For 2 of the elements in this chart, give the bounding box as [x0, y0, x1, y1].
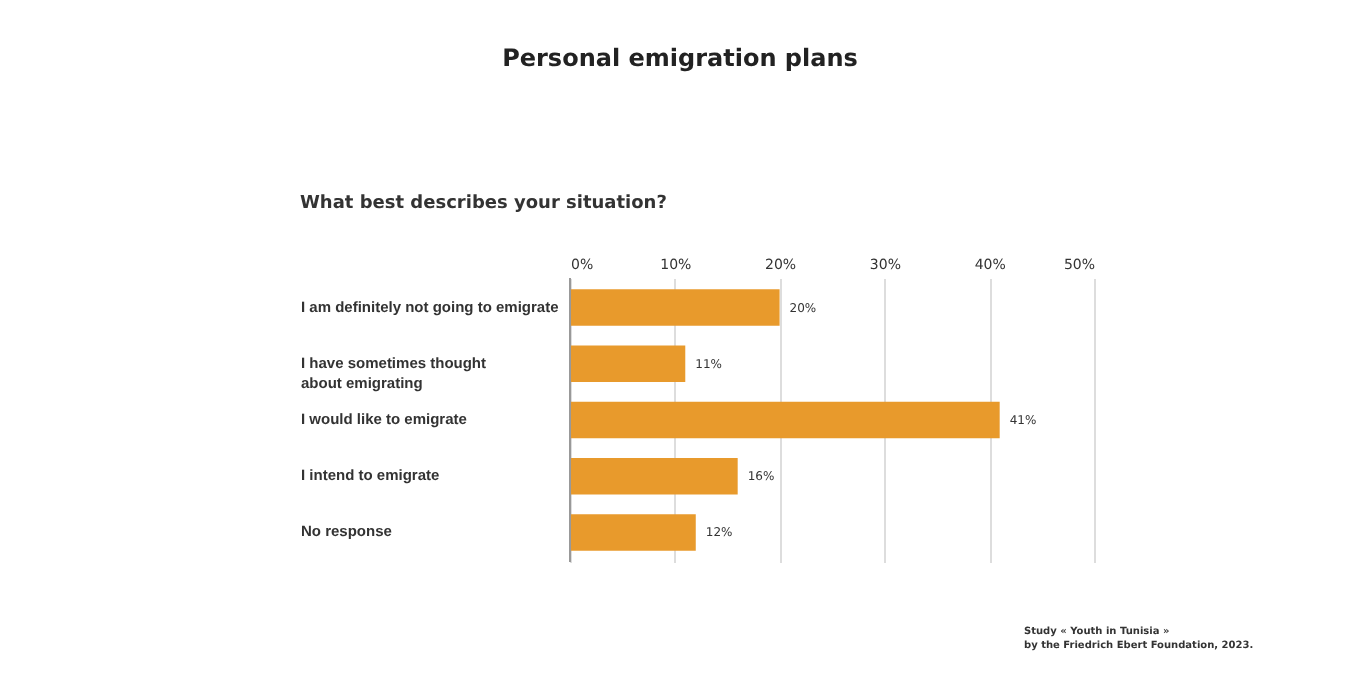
- chart-subtitle: What best describes your situation?: [300, 194, 667, 214]
- chart-title: Personal emigration plans: [500, 44, 860, 72]
